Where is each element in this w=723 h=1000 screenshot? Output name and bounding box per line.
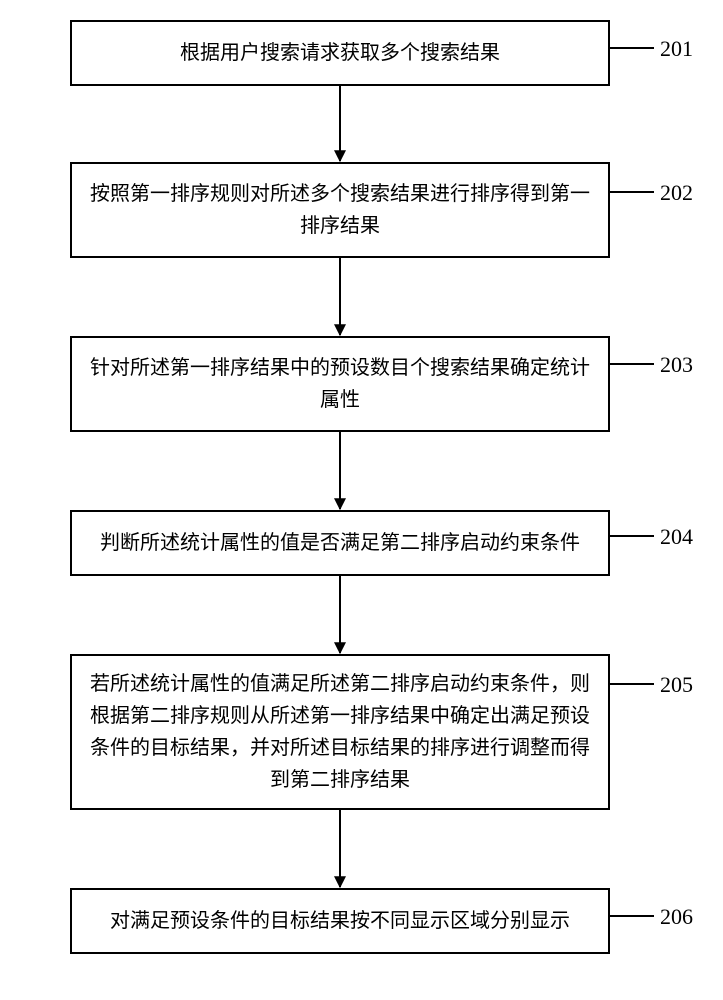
flow-node-n3: 针对所述第一排序结果中的预设数目个搜索结果确定统计属性: [70, 336, 610, 432]
step-label-203: 203: [660, 352, 693, 378]
flowchart-canvas: 根据用户搜索请求获取多个搜索结果按照第一排序规则对所述多个搜索结果进行排序得到第…: [0, 0, 723, 1000]
flow-node-n1: 根据用户搜索请求获取多个搜索结果: [70, 20, 610, 86]
step-label-204: 204: [660, 524, 693, 550]
flow-node-n2: 按照第一排序规则对所述多个搜索结果进行排序得到第一排序结果: [70, 162, 610, 258]
step-label-201: 201: [660, 36, 693, 62]
step-label-206: 206: [660, 904, 693, 930]
flow-node-n6: 对满足预设条件的目标结果按不同显示区域分别显示: [70, 888, 610, 954]
flow-node-text: 若所述统计属性的值满足所述第二排序启动约束条件，则根据第二排序规则从所述第一排序…: [86, 668, 594, 796]
flow-node-n5: 若所述统计属性的值满足所述第二排序启动约束条件，则根据第二排序规则从所述第一排序…: [70, 654, 610, 810]
edges-layer: [0, 0, 723, 1000]
flow-node-text: 针对所述第一排序结果中的预设数目个搜索结果确定统计属性: [86, 352, 594, 416]
step-label-205: 205: [660, 672, 693, 698]
flow-node-text: 按照第一排序规则对所述多个搜索结果进行排序得到第一排序结果: [86, 178, 594, 242]
flow-node-text: 对满足预设条件的目标结果按不同显示区域分别显示: [110, 905, 570, 937]
step-label-202: 202: [660, 180, 693, 206]
flow-node-text: 根据用户搜索请求获取多个搜索结果: [180, 37, 500, 69]
flow-node-text: 判断所述统计属性的值是否满足第二排序启动约束条件: [100, 527, 580, 559]
flow-node-n4: 判断所述统计属性的值是否满足第二排序启动约束条件: [70, 510, 610, 576]
